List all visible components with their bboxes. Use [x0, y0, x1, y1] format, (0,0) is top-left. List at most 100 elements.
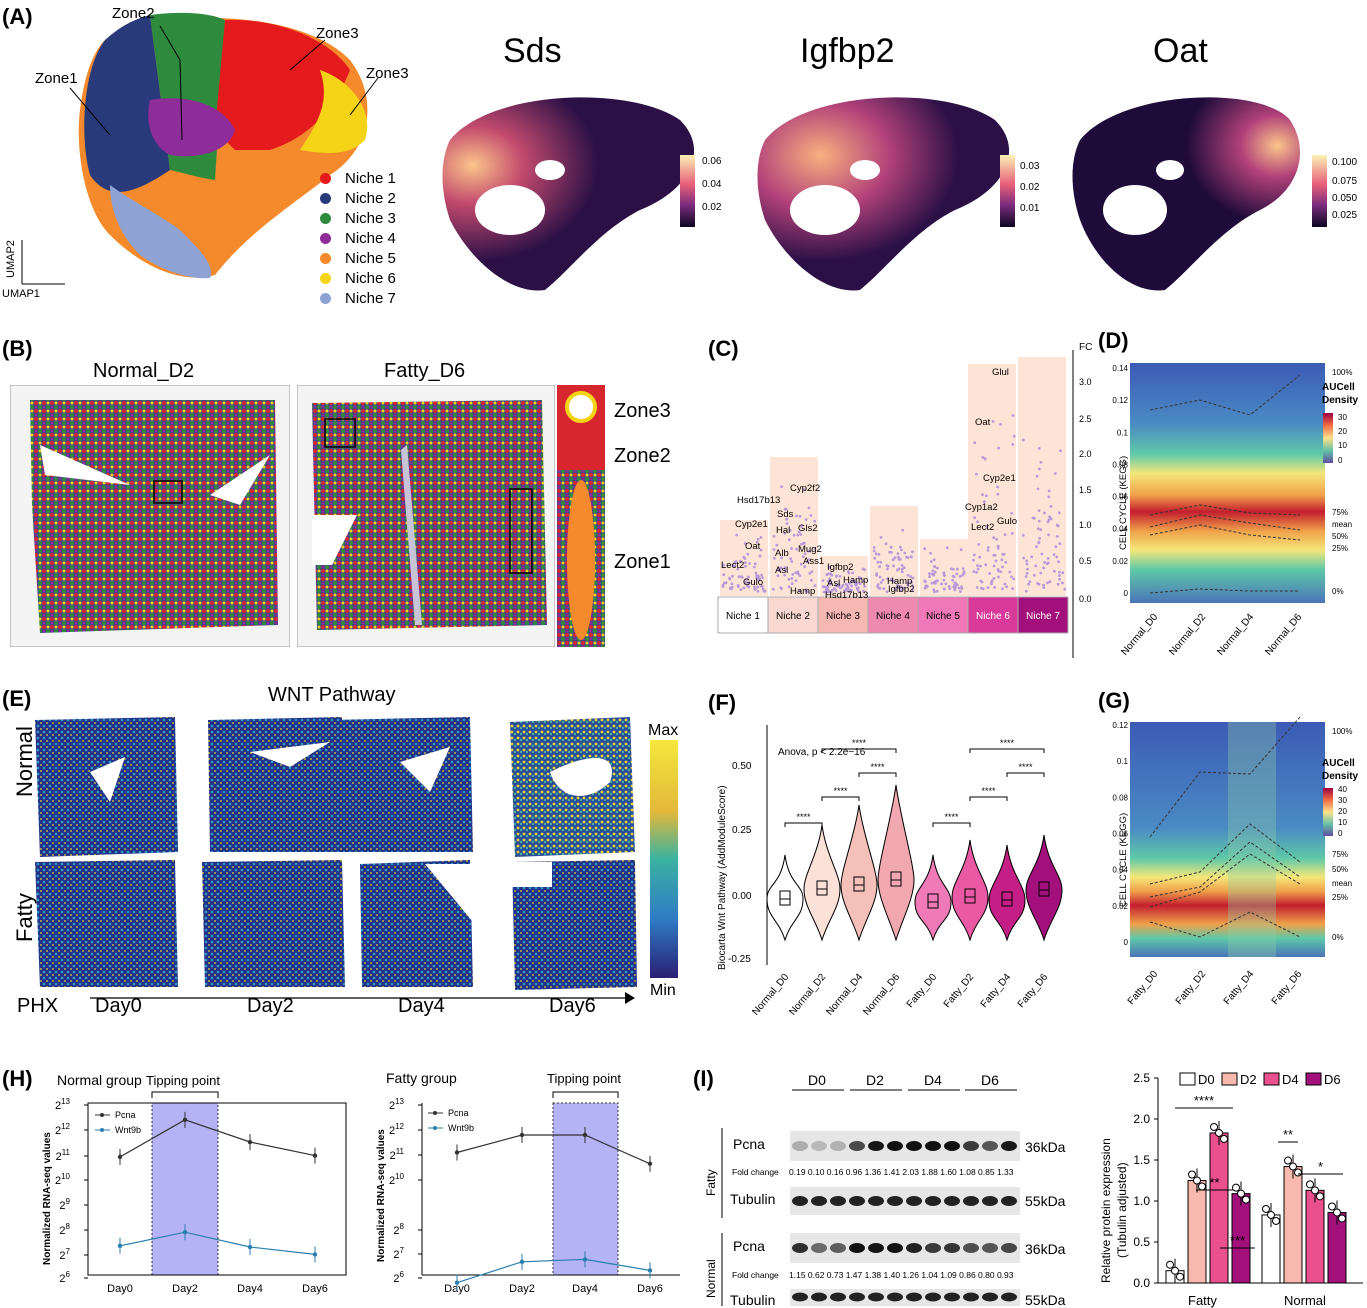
gene-title-sds: Sds: [503, 32, 562, 71]
western-blot: D0 D2 D4 D6 Fatty Normal Pcna Tubulin Pcna …: [695, 1068, 1085, 1308]
niche-legend-label: Niche 6: [345, 270, 396, 287]
fc-point: [890, 546, 893, 549]
svg-text:0.01: 0.01: [1020, 203, 1040, 214]
violin: [915, 855, 951, 940]
replicate-point: [1312, 1187, 1319, 1194]
fc-point: [1050, 505, 1053, 508]
blot-band: [944, 1141, 960, 1151]
x-category: Fatty_D4: [1222, 969, 1257, 1007]
svg-text:0.06: 0.06: [702, 156, 722, 167]
x-category: Normal_D0: [750, 972, 791, 1018]
fc-point: [993, 565, 996, 568]
fc-point: [1041, 553, 1044, 556]
fc-point: [1046, 582, 1049, 585]
niche-legend-item: Niche 4: [320, 228, 420, 248]
fc-point: [1046, 562, 1049, 565]
fc-tick: 0.0: [1079, 594, 1092, 604]
fc-point: [1026, 568, 1029, 571]
x-category: Normal_D2: [787, 972, 828, 1018]
fc-point: [897, 552, 900, 555]
fc-point: [997, 547, 1000, 550]
fc-point: [993, 586, 996, 589]
fc-point: [936, 579, 939, 582]
svg-text:Fold change: Fold change: [732, 1167, 779, 1177]
fc-point: [808, 507, 811, 510]
gene-label: Igfbp2: [888, 584, 914, 595]
scale-max-label: Max: [648, 722, 678, 740]
fc-point: [877, 561, 880, 564]
legend-label: D0: [1198, 1072, 1215, 1087]
significance-bracket: [970, 749, 1044, 753]
x-category: Day2: [509, 1283, 535, 1295]
fc-point: [973, 570, 976, 573]
fc-point: [892, 565, 895, 568]
gene-label: Gulo: [743, 577, 763, 588]
svg-text:0.025: 0.025: [1332, 210, 1357, 221]
fc-point: [879, 576, 882, 579]
x-category: Normal_D4: [824, 972, 865, 1018]
panel-label-h: (H): [2, 1066, 33, 1092]
legend-dot-icon: [320, 253, 331, 264]
scale-min-label: Min: [650, 982, 676, 1000]
series-point: [455, 1150, 459, 1154]
series-point: [248, 1140, 252, 1144]
svg-text:0.075: 0.075: [1332, 176, 1357, 187]
gene-label: Ass1: [803, 556, 824, 567]
quantile-label: mean: [1332, 879, 1352, 888]
legend-tick: 30: [1338, 796, 1347, 805]
replicate-point: [1194, 1177, 1201, 1184]
fc-point: [1047, 533, 1050, 536]
fc-point: [1058, 542, 1061, 545]
quantile-label: 0%: [1332, 587, 1344, 596]
y-tick: 212: [55, 1122, 71, 1137]
replicate-point: [1334, 1209, 1341, 1216]
fc-point: [911, 550, 914, 553]
fc-point: [877, 587, 880, 590]
quantile-label: 50%: [1332, 532, 1348, 541]
blot-band: [868, 1141, 884, 1151]
violin: [1026, 835, 1062, 940]
replicate-point: [1285, 1157, 1292, 1164]
fc-point: [723, 582, 726, 585]
niche-box-label: Niche 6: [976, 611, 1010, 622]
fc-point: [1043, 561, 1046, 564]
significance-label: ****: [1000, 738, 1015, 748]
blot-band: [830, 1243, 846, 1253]
y-tick: 1.0: [1133, 1194, 1150, 1208]
colorbar-oat: 0.100 0.075 0.050 0.025: [1312, 155, 1367, 235]
y-tick: 211: [390, 1147, 405, 1162]
y-tick: 0.12: [1112, 396, 1128, 405]
gene-label: Hamp: [790, 586, 815, 597]
legend-tick: 0: [1338, 829, 1343, 838]
fc-point: [953, 584, 956, 587]
x-category: Fatty_D0: [905, 972, 940, 1010]
phx-label: PHX: [17, 995, 58, 1018]
fc-tick: 2.5: [1079, 414, 1092, 424]
gene-label: Oat: [975, 417, 991, 428]
fc-point: [1025, 560, 1028, 563]
svg-text:Density: Density: [1322, 771, 1359, 782]
fc-point: [1047, 520, 1050, 523]
svg-text:Relative protein expression: Relative protein expression: [1099, 1138, 1113, 1283]
rnaseq-line-chart-fatty: Tipping point 213212211210282726Day0 Day2…: [360, 1070, 690, 1308]
fc-point: [885, 542, 888, 545]
legend-label: D4: [1282, 1072, 1299, 1087]
replicate-point: [1273, 1217, 1280, 1224]
panel-label-f: (F): [708, 690, 736, 716]
density-plot-normal: 0.140.120.10.080.060.040.020 CELL CYCLE …: [1100, 355, 1367, 665]
gene-label: Hsd17b13: [737, 495, 780, 506]
x-category: Day6: [637, 1283, 663, 1295]
quantile-label: 25%: [1332, 544, 1348, 553]
series-point: [313, 1153, 317, 1157]
fc-point: [1038, 509, 1041, 512]
fc-point: [956, 584, 959, 587]
fc-point: [1061, 571, 1064, 574]
svg-text:Density: Density: [1322, 395, 1359, 406]
y-tick: 213: [55, 1097, 71, 1112]
blot-band: [887, 1196, 903, 1206]
y-tick: 27: [393, 1246, 404, 1261]
feature-plot-oat: [1060, 80, 1310, 305]
fc-point: [959, 590, 962, 593]
blot-band: [887, 1141, 903, 1151]
gene-label: Lect2: [971, 522, 994, 533]
